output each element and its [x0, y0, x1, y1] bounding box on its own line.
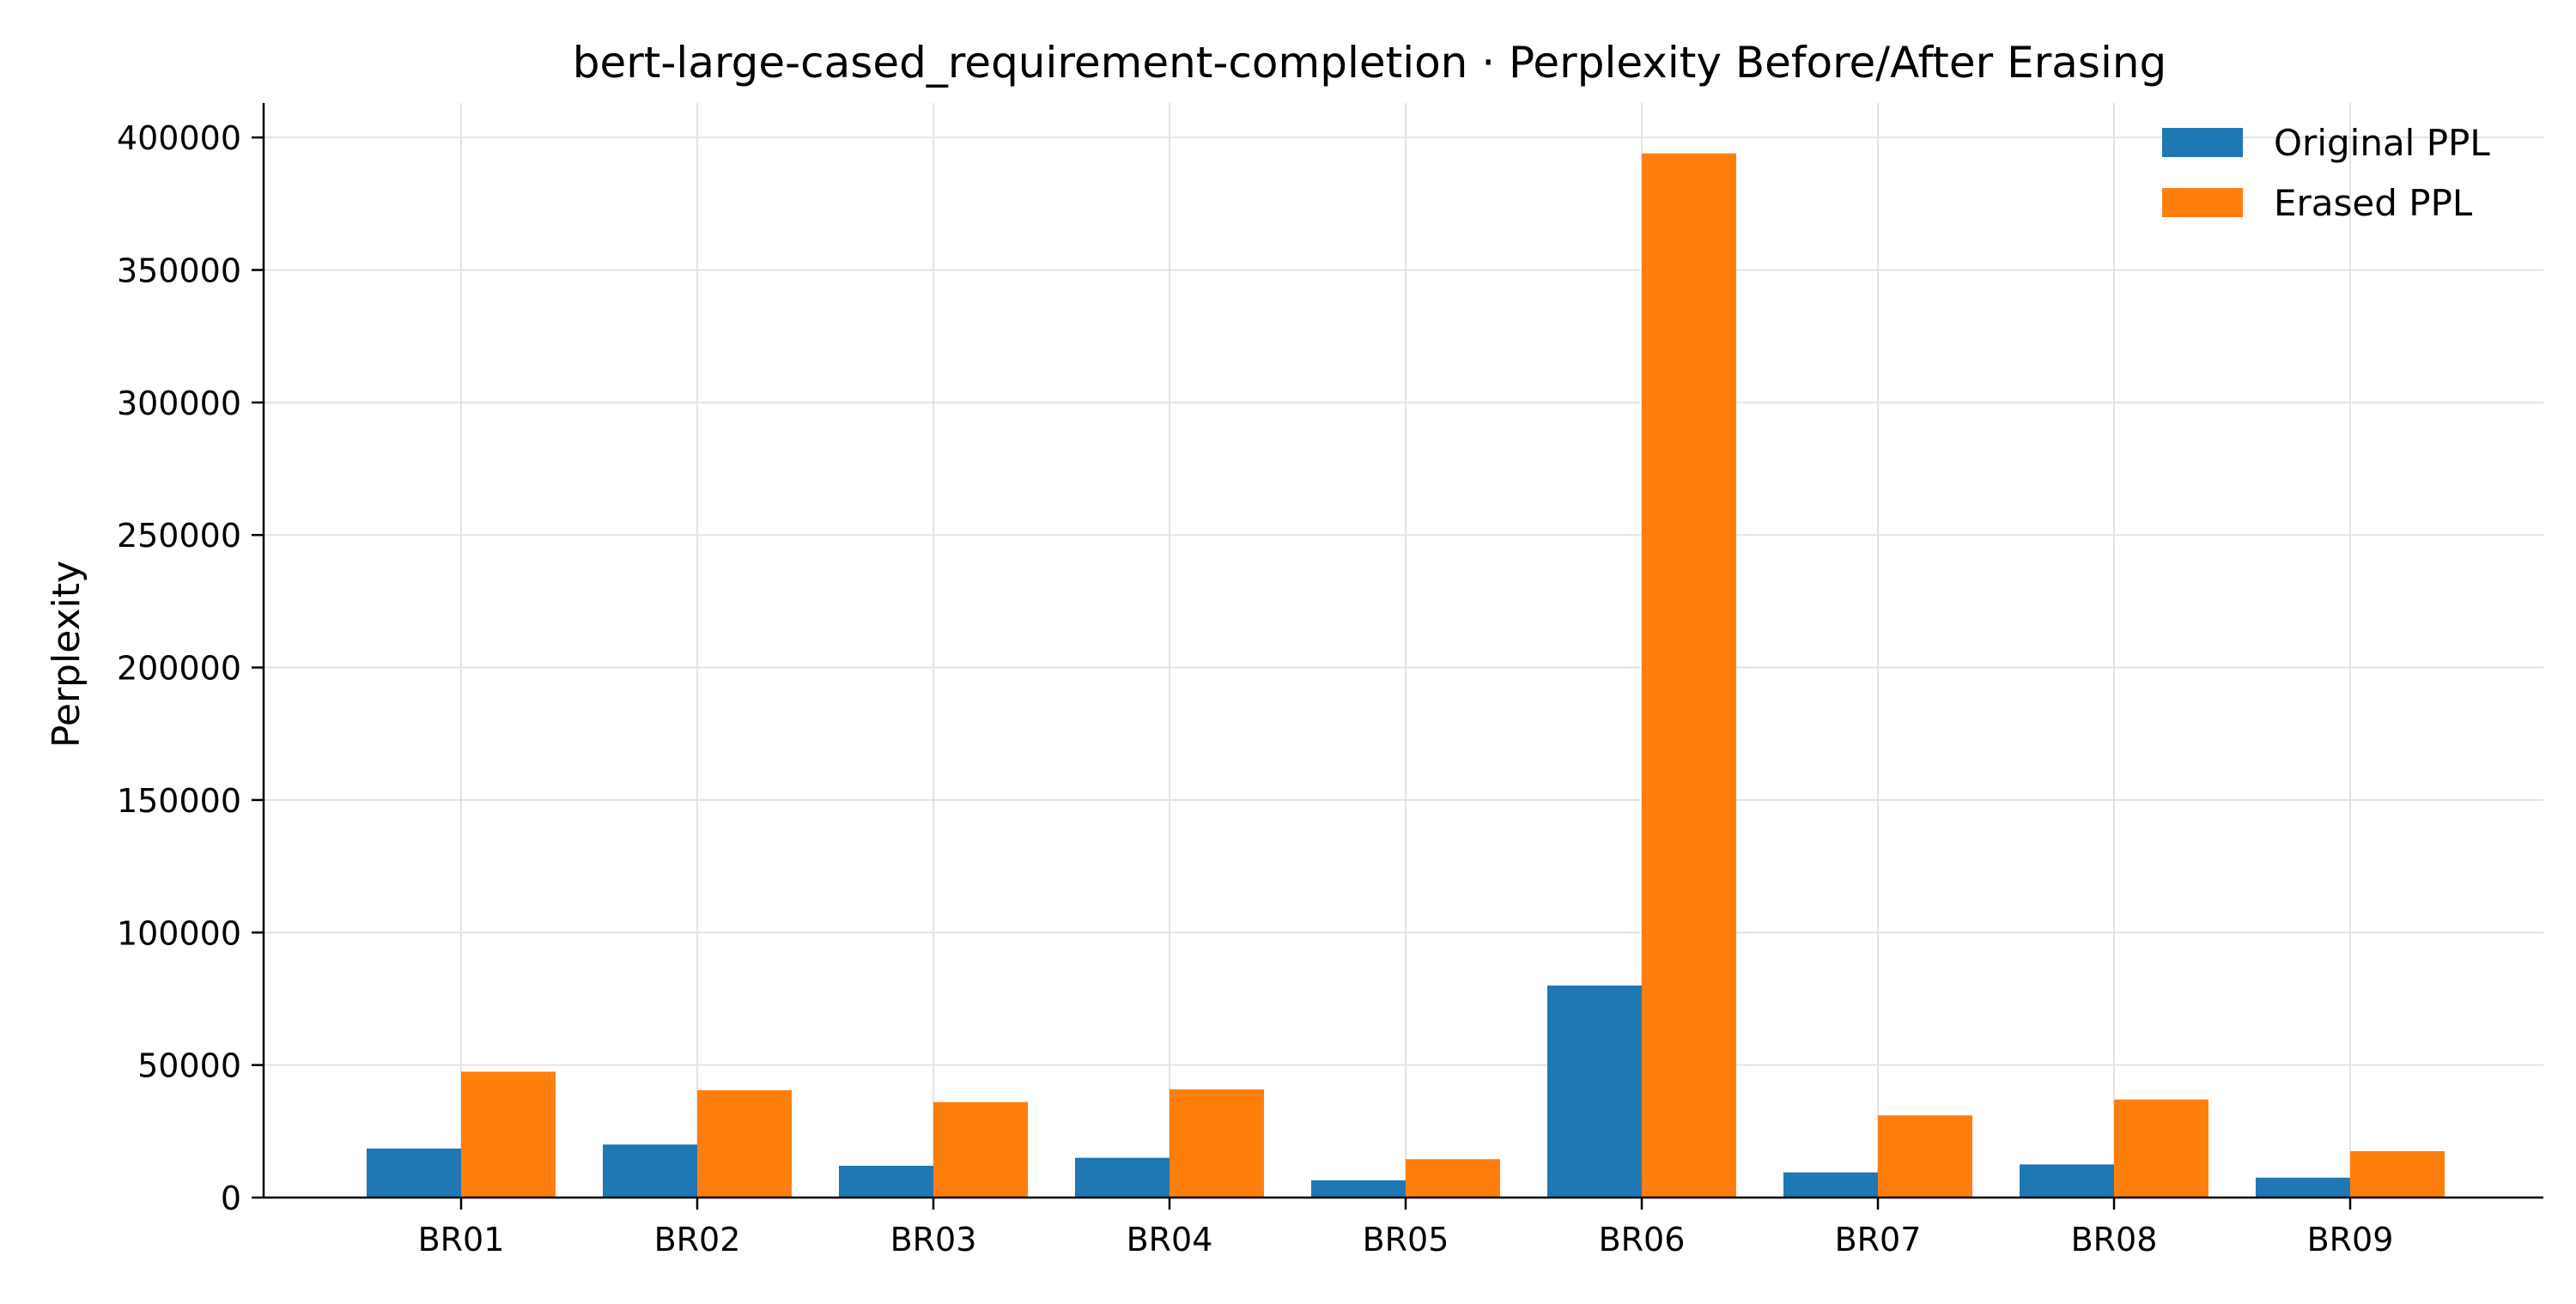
grid-layer — [264, 103, 2543, 1198]
bar-br06-erased — [1642, 153, 1736, 1198]
y-axis-label: Perplexity — [45, 561, 88, 748]
legend-swatch-erased — [2162, 188, 2243, 217]
x-tick-label-br07: BR07 — [1835, 1221, 1922, 1259]
bars-layer — [367, 153, 2445, 1198]
x-tick-label-br05: BR05 — [1363, 1221, 1449, 1259]
legend-label-erased: Erased PPL — [2274, 182, 2473, 224]
chart-title: bert-large-cased_requirement-completion … — [573, 38, 2167, 88]
x-tick-label-br03: BR03 — [890, 1221, 977, 1259]
y-tick-label: 250000 — [117, 517, 241, 555]
bar-br05-original — [1311, 1180, 1406, 1198]
y-tick-label: 350000 — [117, 252, 241, 289]
bar-br03-erased — [933, 1101, 1028, 1198]
bar-br01-original — [367, 1148, 461, 1198]
y-tick-label: 400000 — [117, 119, 241, 157]
bar-br02-original — [603, 1144, 697, 1198]
bar-br04-original — [1075, 1157, 1170, 1198]
y-tick-label: 50000 — [137, 1047, 241, 1085]
legend: Original PPL Erased PPL — [2162, 122, 2490, 224]
legend-label-original: Original PPL — [2274, 122, 2490, 164]
x-tick-label-br06: BR06 — [1599, 1221, 1686, 1259]
y-tick-label: 150000 — [117, 782, 241, 820]
bar-br06-original — [1547, 986, 1642, 1198]
bar-br05-erased — [1406, 1159, 1500, 1198]
x-tick-label-br09: BR09 — [2307, 1221, 2394, 1259]
y-tick-label: 200000 — [117, 650, 241, 688]
bar-br02-erased — [697, 1089, 792, 1198]
bar-br09-original — [2256, 1177, 2350, 1198]
y-tick-label: 300000 — [117, 385, 241, 422]
x-tick-label-br02: BR02 — [654, 1221, 741, 1259]
bar-br03-original — [839, 1165, 933, 1198]
y-tick-label: 0 — [221, 1180, 241, 1217]
y-tick-label: 100000 — [117, 914, 241, 952]
bar-br04-erased — [1170, 1089, 1264, 1198]
bar-br01-erased — [461, 1071, 556, 1198]
axes-layer — [262, 103, 2543, 1199]
bar-br07-erased — [1878, 1115, 1972, 1198]
bar-br07-original — [1783, 1172, 1878, 1198]
legend-swatch-original — [2162, 128, 2243, 157]
ticks-layer: 0 50000 100000 150000 200000 250000 300000 3500… — [117, 119, 2393, 1259]
bar-br08-erased — [2114, 1099, 2208, 1198]
x-tick-label-br01: BR01 — [418, 1221, 505, 1259]
x-tick-label-br08: BR08 — [2071, 1221, 2158, 1259]
x-tick-label-br04: BR04 — [1127, 1221, 1213, 1259]
bar-br08-original — [2020, 1164, 2114, 1198]
bar-br09-erased — [2350, 1150, 2445, 1198]
